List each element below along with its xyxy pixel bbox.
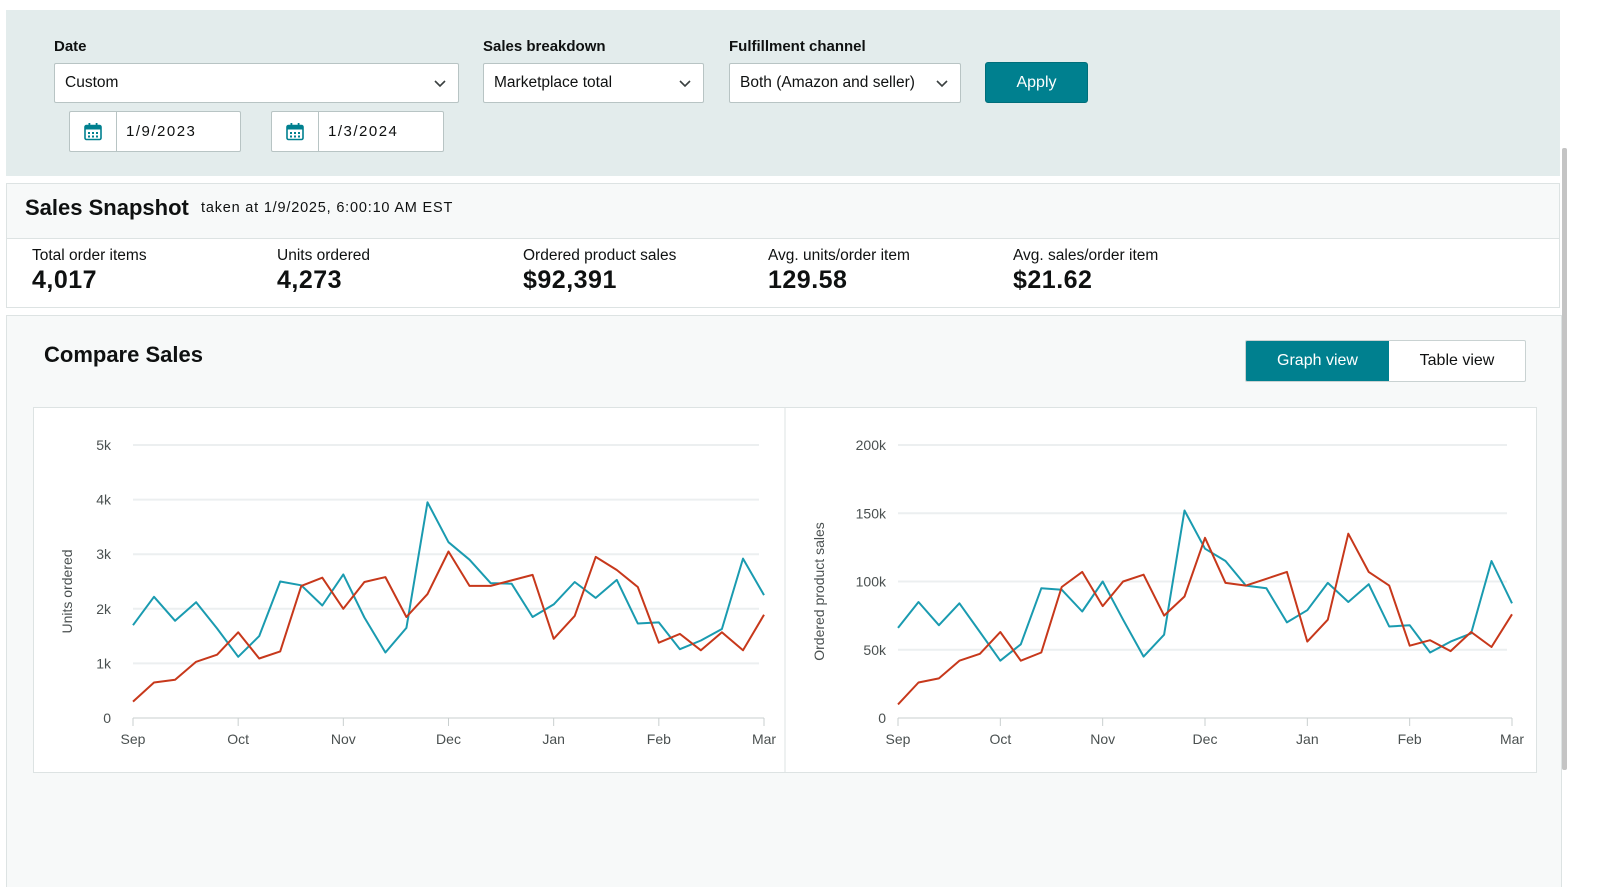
x-tick-label: Sep [121, 731, 146, 747]
x-tick-label: Jan [1296, 731, 1319, 747]
date-select-value: Custom [65, 74, 119, 91]
metric-value: $21.62 [1013, 266, 1093, 294]
end-date-value: 1/3/2024 [328, 123, 399, 140]
filter-panel: Date Custom 1/9/2023 1/3/2024 Sales brea… [6, 10, 1560, 176]
metric-total-order-items: Total order items 4,017 [32, 247, 147, 295]
metric-label: Units ordered [277, 247, 371, 264]
metric-value: 4,017 [32, 266, 98, 294]
chevron-down-icon [434, 80, 446, 88]
y-tick-label: 150k [856, 505, 887, 521]
metric-label: Total order items [32, 247, 147, 264]
x-tick-label: Feb [647, 731, 671, 747]
y-tick-label: 2k [96, 601, 112, 617]
date-label: Date [54, 38, 87, 55]
y-tick-label: 1k [96, 655, 112, 671]
snapshot-header: Sales Snapshot taken at 1/9/2025, 6:00:1… [7, 184, 1559, 239]
metric-label: Avg. units/order item [768, 247, 910, 264]
sales-breakdown-label: Sales breakdown [483, 38, 606, 55]
sales-breakdown-select[interactable]: Marketplace total [483, 63, 704, 103]
x-tick-label: Nov [331, 731, 356, 747]
y-tick-label: 4k [96, 492, 112, 508]
x-tick-label: Jan [542, 731, 565, 747]
y-tick-label: 0 [878, 710, 886, 726]
y-tick-label: 100k [856, 574, 887, 590]
charts-container: 0 1k 2k 3k 4k 5k Sep Oct Nov Dec Jan Feb Mar Units or… [33, 407, 1537, 773]
start-date-value: 1/9/2023 [126, 123, 197, 140]
x-tick-label: Sep [886, 731, 911, 747]
series-line-teal [897, 509, 1513, 662]
date-select[interactable]: Custom [54, 63, 459, 103]
view-toggle: Graph view Table view [1245, 340, 1526, 382]
sales-breakdown-value: Marketplace total [494, 74, 613, 91]
compare-sales-title: Compare Sales [44, 342, 203, 367]
metric-label: Avg. sales/order item [1013, 247, 1159, 264]
x-tick-label: Dec [436, 731, 461, 747]
end-date-input[interactable]: 1/3/2024 [271, 111, 444, 152]
apply-button[interactable]: Apply [985, 62, 1088, 103]
chart-2: 0 50k 100k 150k 200k Sep Oct Nov Dec Jan Feb Mar Ord… [811, 437, 1524, 747]
snapshot-title: Sales Snapshot [25, 195, 189, 220]
charts-svg: 0 1k 2k 3k 4k 5k Sep Oct Nov Dec Jan Feb Mar Units or… [59, 408, 1524, 772]
snapshot-timestamp: taken at 1/9/2025, 6:00:10 AM EST [201, 200, 454, 216]
metric-avg-sales-per-order: Avg. sales/order item $21.62 [1013, 247, 1158, 295]
x-tick-label: Mar [752, 731, 776, 747]
y-tick-label: 5k [96, 437, 112, 453]
x-tick-label: Mar [1500, 731, 1524, 747]
calendar-icon[interactable] [70, 112, 117, 151]
y-tick-label: 200k [856, 437, 887, 453]
x-tick-label: Dec [1193, 731, 1218, 747]
chevron-down-icon [936, 80, 948, 88]
y-tick-label: 50k [863, 642, 887, 658]
y-tick-label: 0 [103, 710, 111, 726]
x-tick-label: Nov [1090, 731, 1115, 747]
series-line-red [132, 550, 765, 703]
metric-avg-units-per-order: Avg. units/order item 129.58 [768, 247, 910, 295]
metric-value: 4,273 [277, 266, 343, 294]
series-line-teal [132, 501, 765, 658]
metric-label: Ordered product sales [523, 247, 677, 264]
calendar-icon[interactable] [272, 112, 319, 151]
metric-units-ordered: Units ordered 4,273 [277, 247, 370, 295]
compare-sales-card: Compare Sales Graph view Table view 0 1k 2… [6, 315, 1562, 887]
fulfillment-channel-label: Fulfillment channel [729, 38, 866, 55]
fulfillment-channel-value: Both (Amazon and seller) [740, 74, 915, 91]
metric-value: 129.58 [768, 266, 848, 294]
fulfillment-channel-select[interactable]: Both (Amazon and seller) [729, 63, 961, 103]
x-tick-label: Oct [989, 731, 1011, 747]
chart-1: 0 1k 2k 3k 4k 5k Sep Oct Nov Dec Jan Feb Mar Units or… [59, 437, 776, 747]
x-tick-label: Oct [227, 731, 249, 747]
y-axis-title: Units ordered [59, 549, 75, 633]
table-view-button[interactable]: Table view [1419, 352, 1495, 369]
x-tick-label: Feb [1398, 731, 1422, 747]
scrollbar[interactable] [1562, 148, 1567, 770]
metric-ordered-product-sales: Ordered product sales $92,391 [523, 247, 676, 295]
chevron-down-icon [679, 80, 691, 88]
graph-view-button[interactable]: Graph view [1246, 341, 1389, 381]
sales-snapshot-card: Sales Snapshot taken at 1/9/2025, 6:00:1… [6, 183, 1560, 308]
metric-value: $92,391 [523, 266, 617, 294]
y-axis-title: Ordered product sales [811, 522, 827, 661]
start-date-input[interactable]: 1/9/2023 [69, 111, 241, 152]
series-line-red [897, 532, 1513, 706]
y-tick-label: 3k [96, 546, 112, 562]
